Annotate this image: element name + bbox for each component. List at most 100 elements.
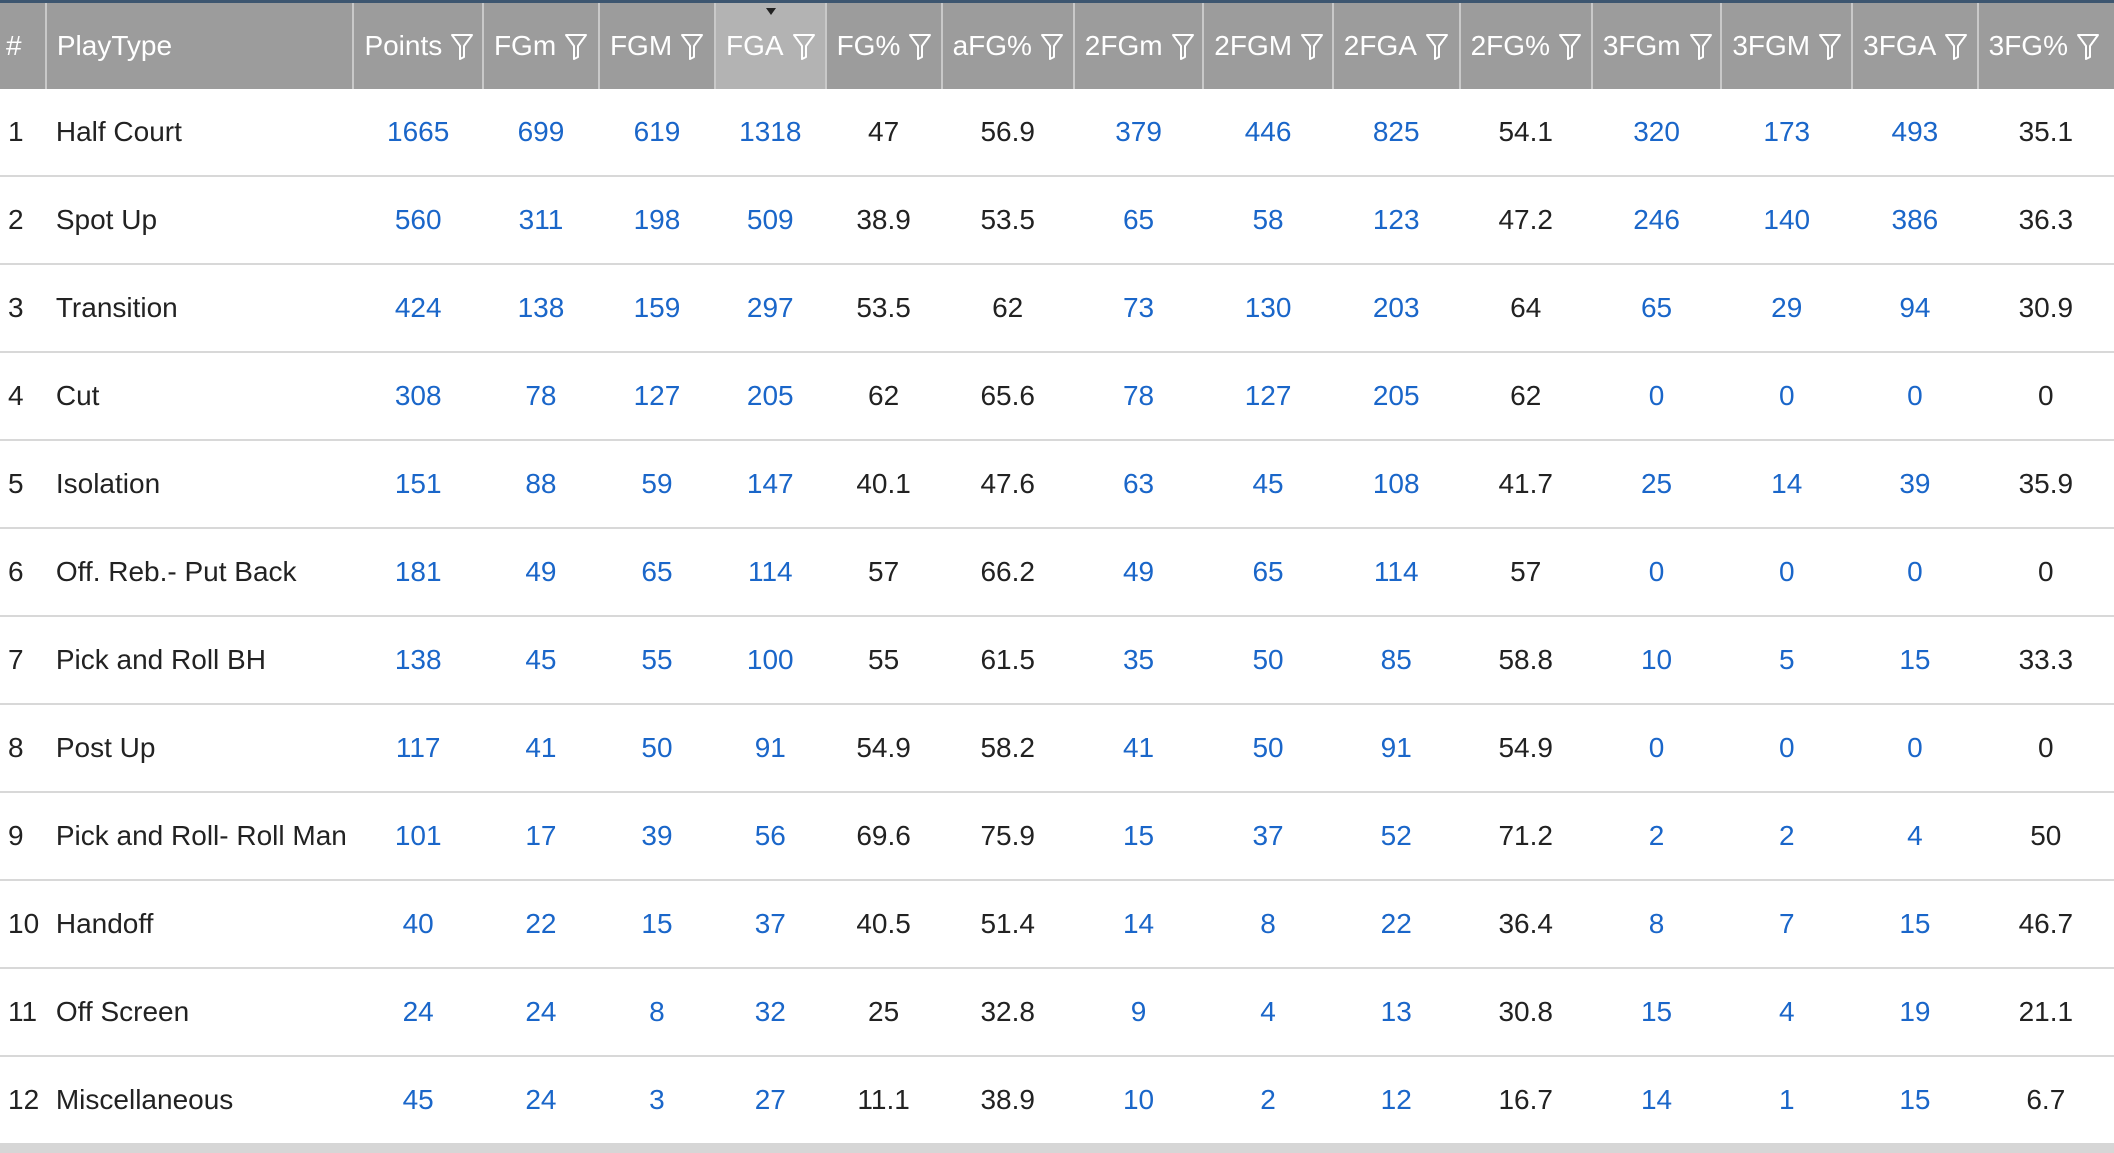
column-header-3fg-missed[interactable]: 3FGm — [1591, 3, 1723, 89]
cell-2fg-made[interactable]: 2 — [1203, 1056, 1333, 1145]
cell-2fg-missed[interactable]: 14 — [1073, 880, 1204, 969]
cell-fg-made[interactable]: 65 — [598, 528, 715, 617]
cell-fga[interactable]: 297 — [714, 264, 826, 353]
cell-fg-missed[interactable]: 17 — [482, 792, 599, 881]
cell-2fg-missed[interactable]: 10 — [1073, 1056, 1204, 1145]
cell-3fg-missed[interactable]: 65 — [1591, 264, 1722, 353]
cell-3fg-missed[interactable]: 0 — [1591, 352, 1722, 441]
table-row[interactable]: 11 Off Screen 24 24 8 32 25 32.8 9 4 13 30.8 15 4 19 21… — [0, 968, 2114, 1057]
cell-3fg-made[interactable]: 14 — [1721, 440, 1853, 529]
cell-3fg-made[interactable]: 0 — [1721, 528, 1853, 617]
cell-3fga[interactable]: 19 — [1852, 968, 1978, 1057]
filter-icon[interactable] — [1425, 31, 1449, 61]
cell-3fg-made[interactable]: 0 — [1721, 704, 1853, 793]
cell-2fga[interactable]: 203 — [1332, 264, 1460, 353]
filter-icon[interactable] — [1300, 31, 1324, 61]
cell-fg-made[interactable]: 127 — [598, 352, 715, 441]
cell-3fg-missed[interactable]: 0 — [1591, 528, 1722, 617]
cell-fg-made[interactable]: 619 — [598, 89, 715, 177]
column-header-3fg-pct[interactable]: 3FG% — [1977, 3, 2114, 89]
cell-3fga[interactable]: 386 — [1852, 176, 1978, 265]
cell-fg-made[interactable]: 55 — [598, 616, 715, 705]
cell-3fg-made[interactable]: 29 — [1721, 264, 1853, 353]
cell-2fga[interactable]: 12 — [1332, 1056, 1460, 1145]
cell-2fg-made[interactable]: 45 — [1203, 440, 1333, 529]
cell-2fga[interactable]: 825 — [1332, 89, 1460, 177]
cell-3fg-missed[interactable]: 14 — [1591, 1056, 1722, 1145]
cell-fg-made[interactable]: 198 — [598, 176, 715, 265]
column-header-points[interactable]: Points — [353, 3, 484, 89]
cell-fg-missed[interactable]: 138 — [482, 264, 599, 353]
table-row[interactable]: 7 Pick and Roll BH 138 45 55 100 55 61.5 35 50 85 5… — [0, 616, 2114, 705]
cell-2fg-made[interactable]: 446 — [1203, 89, 1333, 177]
cell-2fg-missed[interactable]: 35 — [1073, 616, 1204, 705]
cell-fga[interactable]: 509 — [714, 176, 826, 265]
cell-points[interactable]: 560 — [353, 176, 483, 265]
cell-2fga[interactable]: 22 — [1332, 880, 1460, 969]
cell-2fg-missed[interactable]: 41 — [1073, 704, 1204, 793]
cell-2fga[interactable]: 114 — [1332, 528, 1460, 617]
cell-fg-missed[interactable]: 22 — [482, 880, 599, 969]
cell-fg-made[interactable]: 39 — [598, 792, 715, 881]
cell-fg-missed[interactable]: 699 — [482, 89, 599, 177]
cell-2fg-missed[interactable]: 379 — [1073, 89, 1204, 177]
cell-3fg-missed[interactable]: 15 — [1591, 968, 1722, 1057]
cell-2fg-made[interactable]: 127 — [1203, 352, 1333, 441]
cell-fga[interactable]: 100 — [714, 616, 826, 705]
cell-2fg-made[interactable]: 37 — [1203, 792, 1333, 881]
filter-icon[interactable] — [450, 31, 474, 61]
cell-2fga[interactable]: 123 — [1332, 176, 1460, 265]
column-header-fg-missed[interactable]: FGm — [482, 3, 600, 89]
cell-2fg-made[interactable]: 50 — [1203, 704, 1333, 793]
table-row[interactable]: 12 Miscellaneous 45 24 3 27 11.1 38.9 10 2 12 16.7 1… — [0, 1056, 2114, 1145]
table-row[interactable]: 4 Cut 308 78 127 205 62 65.6 78 127 205 62 0 0 0 0 — [0, 352, 2114, 441]
filter-icon[interactable] — [2076, 31, 2100, 61]
cell-2fg-made[interactable]: 130 — [1203, 264, 1333, 353]
cell-3fg-missed[interactable]: 10 — [1591, 616, 1722, 705]
cell-3fg-made[interactable]: 1 — [1721, 1056, 1853, 1145]
cell-fga[interactable]: 114 — [714, 528, 826, 617]
cell-points[interactable]: 308 — [353, 352, 483, 441]
cell-fga[interactable]: 32 — [714, 968, 826, 1057]
cell-fga[interactable]: 37 — [714, 880, 826, 969]
cell-2fga[interactable]: 85 — [1332, 616, 1460, 705]
cell-fga[interactable]: 1318 — [714, 89, 826, 177]
filter-icon[interactable] — [1040, 31, 1064, 61]
cell-3fg-missed[interactable]: 2 — [1591, 792, 1722, 881]
cell-3fg-missed[interactable]: 25 — [1591, 440, 1722, 529]
filter-icon[interactable] — [1689, 31, 1713, 61]
column-header-3fga[interactable]: 3FGA — [1852, 3, 1979, 89]
table-row[interactable]: 6 Off. Reb.- Put Back 181 49 65 114 57 66.2 49 65… — [0, 528, 2114, 617]
table-row[interactable]: 2 Spot Up 560 311 198 509 38.9 53.5 65 58 123 47.2 2… — [0, 176, 2114, 265]
cell-3fg-made[interactable]: 140 — [1721, 176, 1853, 265]
cell-fga[interactable]: 27 — [714, 1056, 826, 1145]
cell-3fg-made[interactable]: 2 — [1721, 792, 1853, 881]
cell-2fga[interactable]: 205 — [1332, 352, 1460, 441]
cell-fg-missed[interactable]: 41 — [482, 704, 599, 793]
cell-2fg-missed[interactable]: 63 — [1073, 440, 1204, 529]
column-header-2fg-missed[interactable]: 2FGm — [1073, 3, 1205, 89]
cell-fg-made[interactable]: 15 — [598, 880, 715, 969]
column-header-fg-made[interactable]: FGM — [598, 3, 716, 89]
cell-2fg-missed[interactable]: 49 — [1073, 528, 1204, 617]
cell-3fg-missed[interactable]: 246 — [1591, 176, 1722, 265]
cell-fga[interactable]: 205 — [714, 352, 826, 441]
cell-3fga[interactable]: 15 — [1852, 880, 1978, 969]
cell-2fg-made[interactable]: 50 — [1203, 616, 1333, 705]
cell-3fg-made[interactable]: 173 — [1721, 89, 1853, 177]
cell-3fg-missed[interactable]: 320 — [1591, 89, 1722, 177]
cell-2fga[interactable]: 108 — [1332, 440, 1460, 529]
cell-2fg-made[interactable]: 65 — [1203, 528, 1333, 617]
cell-points[interactable]: 1665 — [353, 89, 483, 177]
filter-icon[interactable] — [792, 31, 816, 61]
filter-icon[interactable] — [564, 31, 588, 61]
cell-2fg-missed[interactable]: 15 — [1073, 792, 1204, 881]
cell-3fga[interactable]: 0 — [1852, 528, 1978, 617]
column-header-2fg-pct[interactable]: 2FG% — [1459, 3, 1593, 89]
cell-2fg-missed[interactable]: 65 — [1073, 176, 1204, 265]
cell-3fg-made[interactable]: 4 — [1721, 968, 1853, 1057]
cell-points[interactable]: 40 — [353, 880, 483, 969]
filter-icon[interactable] — [1944, 31, 1968, 61]
column-header-playtype[interactable]: PlayType — [45, 3, 355, 89]
cell-points[interactable]: 101 — [353, 792, 483, 881]
